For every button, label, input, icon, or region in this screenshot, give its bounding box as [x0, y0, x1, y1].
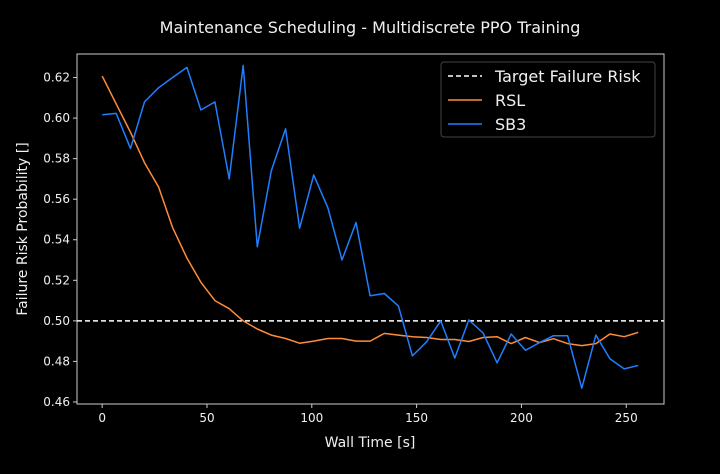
- legend: Target Failure Risk RSL SB3: [440, 61, 656, 138]
- y-axis-label: Failure Risk Probability []: [15, 142, 31, 315]
- x-tick-label: 0: [98, 411, 106, 425]
- x-axis-label: Wall Time [s]: [325, 435, 416, 451]
- y-tick-label: 0.58: [43, 152, 70, 166]
- legend-label-sb3: SB3: [495, 115, 526, 134]
- y-tick-label: 0.54: [43, 233, 70, 247]
- y-axis: 0.46 0.48 0.50 0.52 0.54 0.56 0.58 0.60 0.62: [43, 71, 77, 409]
- legend-label-rsl: RSL: [495, 91, 525, 110]
- plot-area: [76, 53, 665, 405]
- x-tick-label: 50: [199, 411, 214, 425]
- x-tick-label: 100: [300, 411, 323, 425]
- x-tick-label: 200: [510, 411, 533, 425]
- axes-frame: [76, 53, 665, 405]
- x-tick-label: 150: [405, 411, 428, 425]
- series-line-rsl: [101, 75, 639, 347]
- x-tick-label: 250: [615, 411, 638, 425]
- legend-box: [440, 61, 656, 138]
- y-tick-label: 0.52: [43, 273, 70, 287]
- y-tick-label: 0.62: [43, 71, 70, 85]
- y-tick-label: 0.48: [43, 354, 70, 368]
- x-axis: 0 50 100 150 200 250: [98, 404, 638, 425]
- y-tick-label: 0.60: [43, 111, 70, 125]
- y-tick-label: 0.50: [43, 314, 70, 328]
- legend-label-target: Target Failure Risk: [494, 67, 641, 86]
- chart-title: Maintenance Scheduling - Multidiscrete P…: [160, 18, 581, 37]
- y-tick-label: 0.46: [43, 395, 70, 409]
- series-line-sb3: [102, 64, 639, 389]
- y-tick-label: 0.56: [43, 192, 70, 206]
